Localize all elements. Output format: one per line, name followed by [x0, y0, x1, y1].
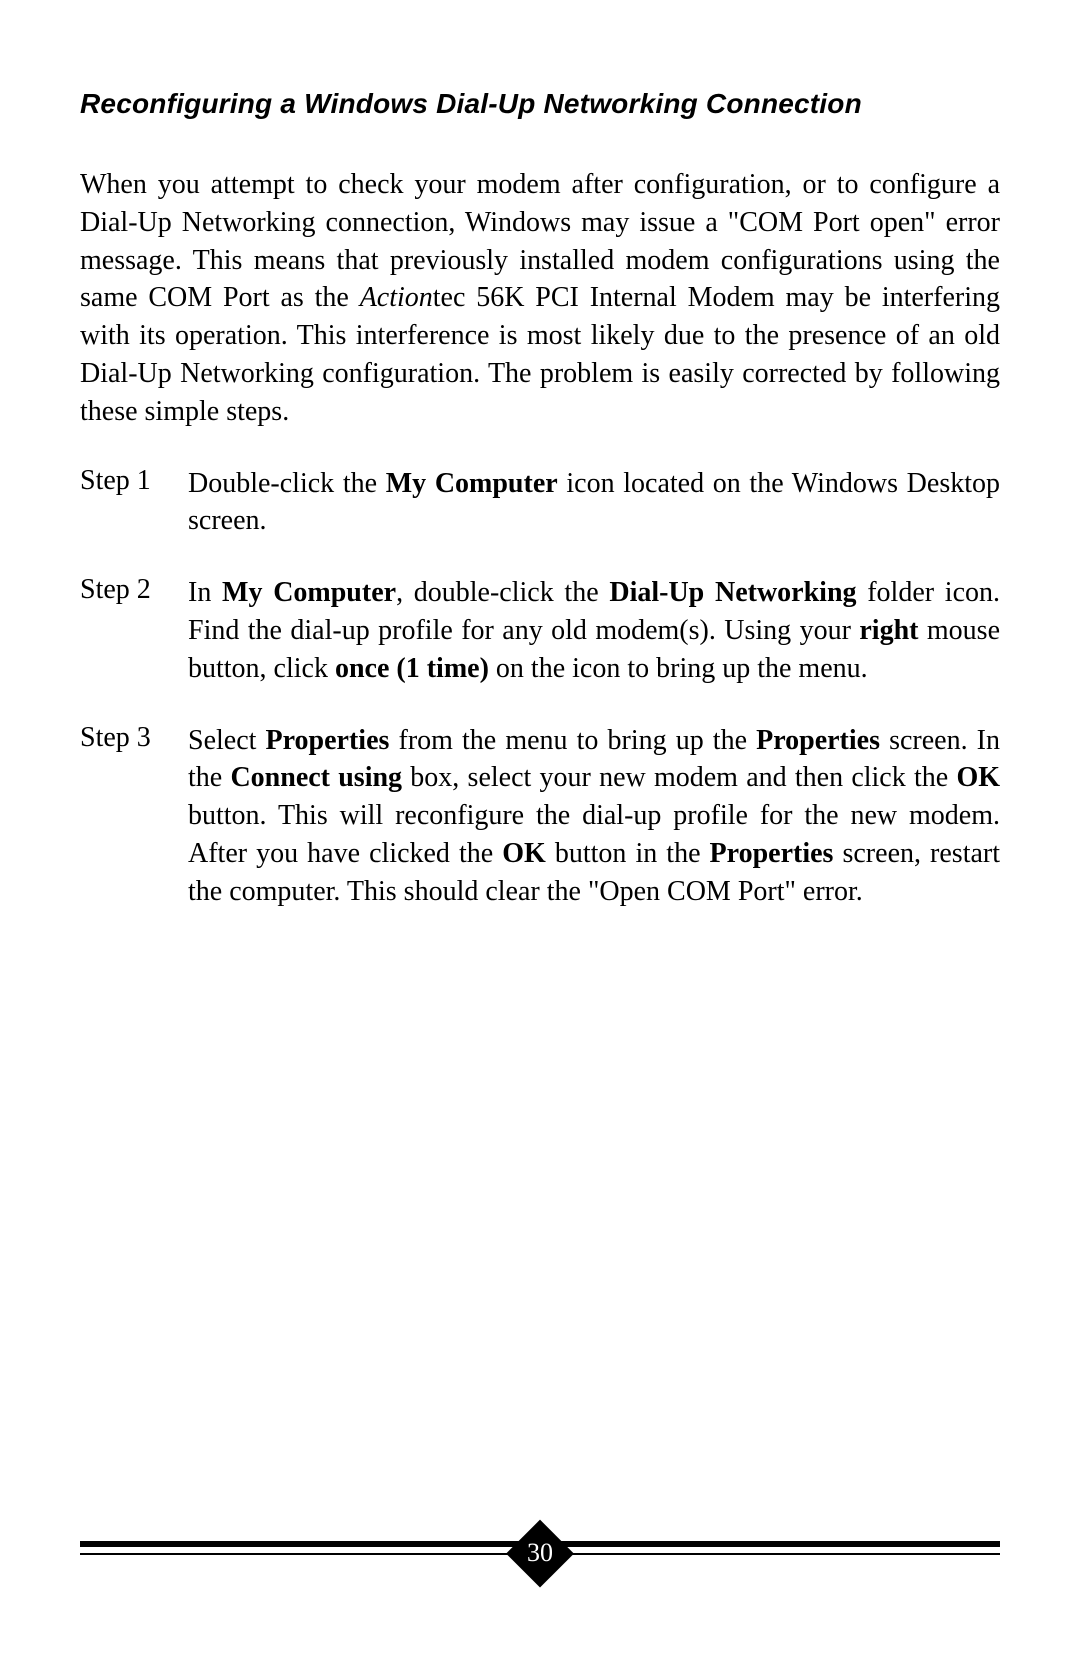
page-footer: 30 — [80, 1531, 1000, 1581]
bold-text: OK — [502, 838, 546, 869]
bold-text: Dial-Up Networking — [609, 577, 856, 608]
text-run: Select — [188, 725, 266, 756]
step-item: Step 2In My Computer, double-click the D… — [80, 574, 1000, 687]
text-run: Double-click the — [188, 468, 386, 499]
intro-italic: Action — [360, 282, 433, 313]
step-label: Step 1 — [80, 465, 188, 541]
step-item: Step 3Select Properties from the menu to… — [80, 722, 1000, 911]
page-title: Reconfiguring a Windows Dial-Up Networki… — [80, 88, 1000, 120]
bold-text: Properties — [710, 838, 834, 869]
bold-text: Properties — [266, 725, 390, 756]
bold-text: once (1 time) — [335, 653, 489, 684]
bold-text: Connect using — [230, 762, 402, 793]
intro-paragraph: When you attempt to check your modem aft… — [80, 166, 1000, 431]
text-run: box, select your new modem and then clic… — [402, 762, 956, 793]
text-run: button in the — [546, 838, 710, 869]
bold-text: right — [859, 615, 918, 646]
page-number: 30 — [527, 1538, 553, 1568]
bold-text: My Computer — [222, 577, 396, 608]
text-run: , double-click the — [396, 577, 609, 608]
text-run: from the menu to bring up the — [389, 725, 756, 756]
step-label: Step 3 — [80, 722, 188, 911]
text-run: In — [188, 577, 222, 608]
step-body: Select Properties from the menu to bring… — [188, 722, 1000, 911]
bold-text: My Computer — [386, 468, 558, 499]
step-body: Double-click the My Computer icon locate… — [188, 465, 1000, 541]
step-label: Step 2 — [80, 574, 188, 687]
step-body: In My Computer, double-click the Dial-Up… — [188, 574, 1000, 687]
document-page: Reconfiguring a Windows Dial-Up Networki… — [0, 0, 1080, 1669]
steps-list: Step 1Double-click the My Computer icon … — [80, 465, 1000, 911]
text-run: on the icon to bring up the menu. — [489, 653, 868, 684]
step-item: Step 1Double-click the My Computer icon … — [80, 465, 1000, 541]
bold-text: Properties — [756, 725, 880, 756]
bold-text: OK — [956, 762, 1000, 793]
